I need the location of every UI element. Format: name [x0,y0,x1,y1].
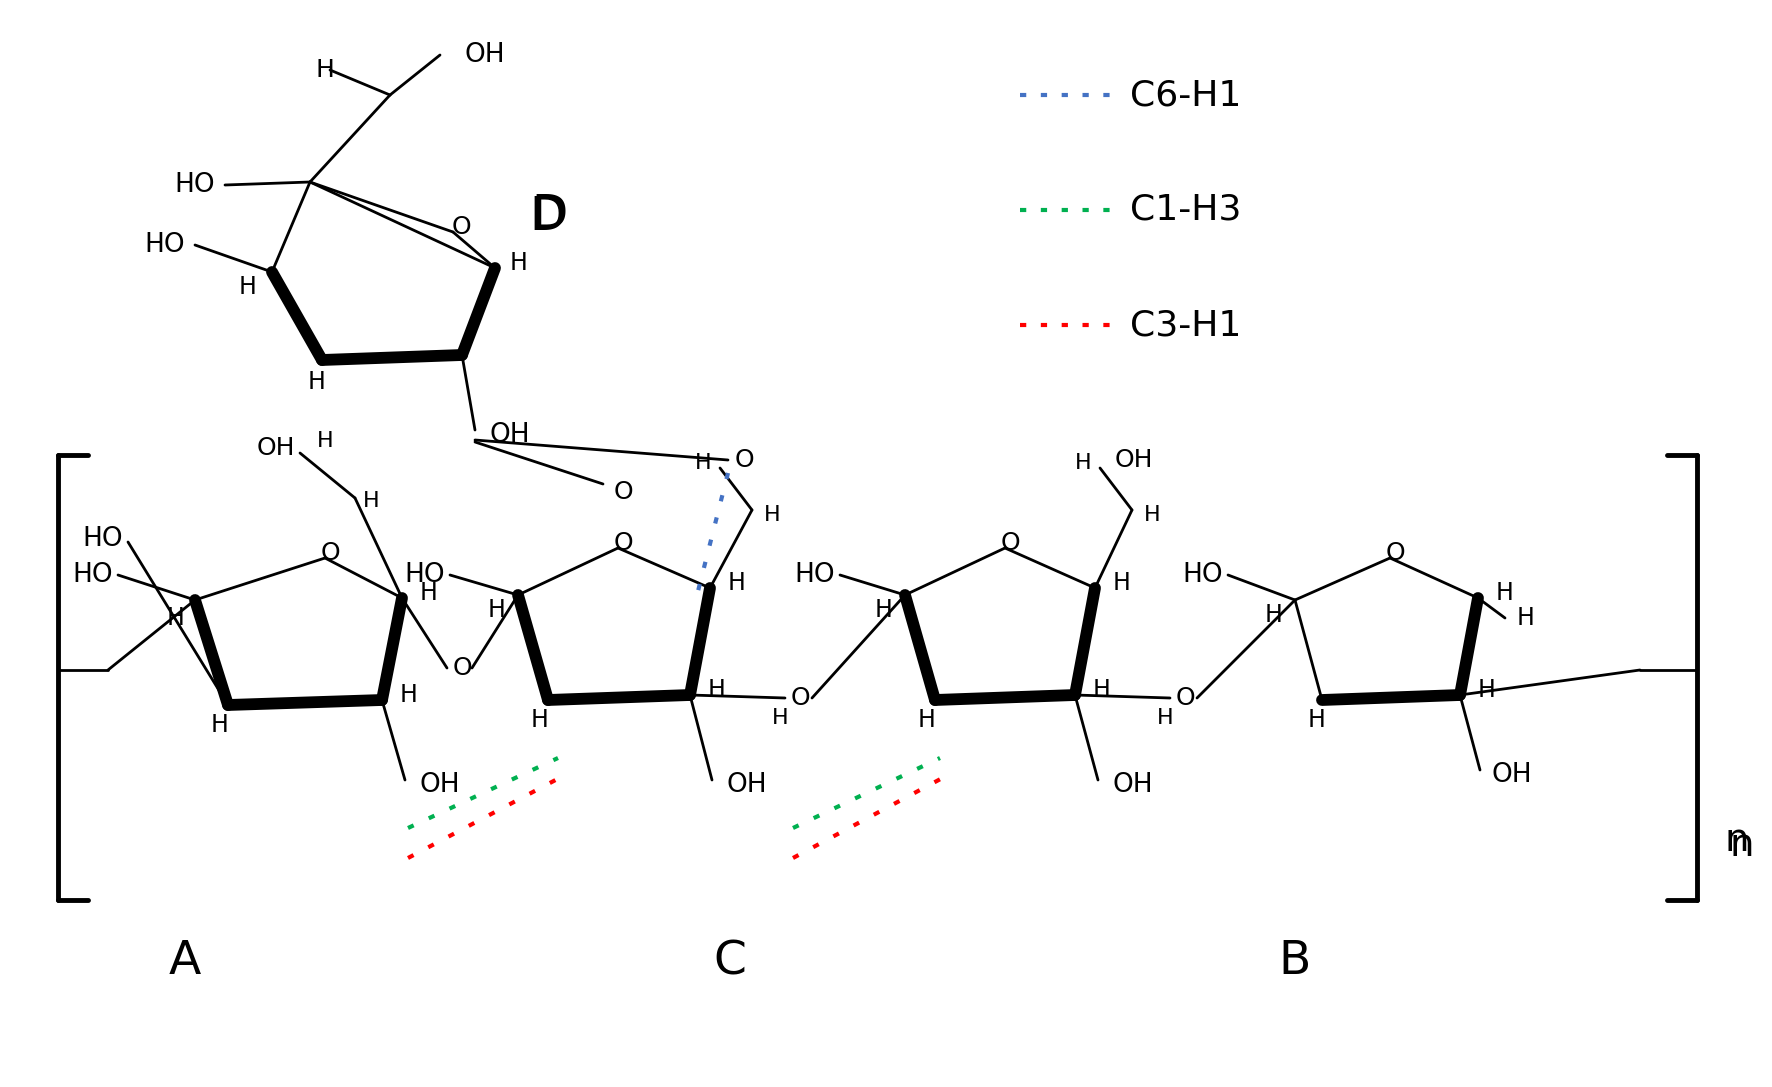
Text: H: H [1478,678,1496,702]
Text: H: H [918,708,936,732]
Text: O: O [613,532,633,555]
Text: H: H [875,598,893,622]
Text: O: O [1175,686,1194,710]
Text: H: H [1157,708,1173,728]
Text: HO: HO [144,232,184,258]
Text: H: H [211,713,229,737]
Text: H: H [1265,603,1283,627]
Text: H: H [1517,605,1535,630]
Text: O: O [735,448,755,472]
Text: OH: OH [491,422,530,448]
Text: H: H [1496,580,1513,605]
Text: B: B [1279,939,1311,985]
Text: A: A [168,939,202,985]
Text: H: H [771,708,789,728]
Text: O: O [613,480,633,504]
Text: H: H [728,571,746,595]
Text: O: O [790,686,810,710]
Text: H: H [1076,453,1092,473]
Text: OH: OH [1492,762,1533,788]
Text: HO: HO [794,562,835,588]
Text: HO: HO [73,562,113,588]
Text: C6-H1: C6-H1 [1131,78,1242,112]
Text: H: H [1093,678,1111,702]
Text: H: H [1145,505,1161,525]
Text: H: H [400,683,418,707]
Text: C3-H1: C3-H1 [1131,308,1242,342]
Text: HO: HO [1182,562,1223,588]
Text: C1-H3: C1-H3 [1131,193,1242,227]
Text: C: C [714,939,746,985]
Text: H: H [1308,708,1325,732]
Text: H: H [167,605,184,630]
Text: OH: OH [1115,448,1154,472]
Text: OH: OH [727,772,767,798]
Text: OH: OH [464,42,505,68]
Text: O: O [1386,541,1405,565]
Text: O: O [452,655,471,680]
Text: H: H [363,491,379,511]
Text: H: H [308,370,326,393]
Text: H: H [239,275,257,299]
Text: OH: OH [1113,772,1154,798]
Text: H: H [695,453,712,473]
Text: OH: OH [420,772,461,798]
Text: HO: HO [82,526,122,552]
Text: O: O [321,541,340,565]
Text: H: H [317,432,333,451]
Text: HO: HO [404,562,445,588]
Text: O: O [999,532,1021,555]
Text: O: O [452,215,471,239]
Text: H: H [420,580,438,605]
Text: H: H [487,598,507,622]
Text: OH: OH [257,436,294,460]
Text: n: n [1724,821,1749,859]
Text: H: H [1113,571,1131,595]
Text: H: H [510,251,528,275]
Text: H: H [315,58,335,82]
Text: H: H [532,708,549,732]
Text: H: H [709,678,727,702]
Text: H: H [764,505,781,525]
Text: HO: HO [174,172,214,198]
Text: D: D [532,192,569,237]
Text: D: D [530,196,565,240]
Text: n: n [1729,826,1754,864]
